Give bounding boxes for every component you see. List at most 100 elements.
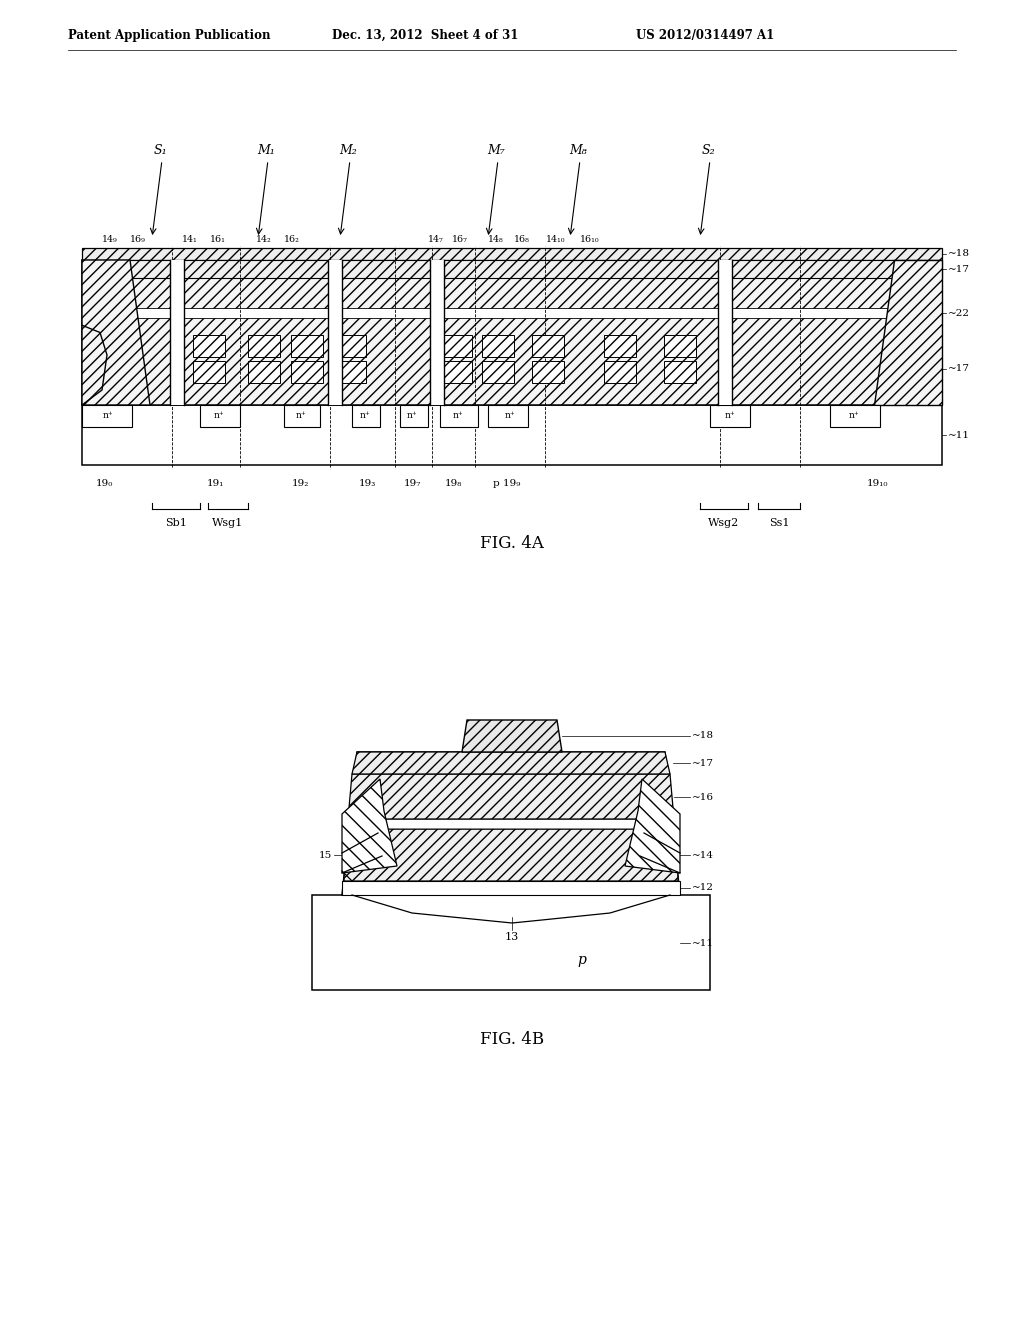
Text: 19₁: 19₁ [206, 479, 223, 487]
Text: n⁺: n⁺ [296, 412, 306, 421]
Text: Wsg1: Wsg1 [212, 517, 244, 528]
Text: ~17: ~17 [692, 759, 714, 767]
Text: 14₂: 14₂ [256, 235, 272, 244]
Bar [532, 360, 564, 383]
Polygon shape [874, 260, 942, 405]
Polygon shape [346, 818, 676, 829]
Polygon shape [342, 779, 397, 873]
Text: n⁺: n⁺ [102, 412, 114, 421]
Text: n⁺: n⁺ [359, 412, 371, 421]
Text: n⁺: n⁺ [849, 412, 859, 421]
Bar [284, 405, 319, 426]
Text: M₈: M₈ [569, 144, 587, 157]
Text: ~11: ~11 [692, 939, 714, 948]
Polygon shape [342, 752, 680, 895]
Text: ~18: ~18 [948, 249, 970, 259]
Bar [440, 335, 472, 356]
Text: p 19₉: p 19₉ [494, 479, 520, 487]
Text: 19₀: 19₀ [95, 479, 113, 487]
Bar [400, 405, 428, 426]
Text: M₁: M₁ [257, 144, 274, 157]
Text: M₇: M₇ [487, 144, 505, 157]
Polygon shape [625, 779, 680, 873]
Text: ~17: ~17 [948, 364, 970, 374]
Text: FIG. 4B: FIG. 4B [480, 1031, 544, 1048]
Bar [82, 405, 942, 465]
Bar [482, 335, 514, 356]
Text: n⁺: n⁺ [453, 412, 463, 421]
Text: 16₉: 16₉ [130, 235, 146, 244]
Text: 19₃: 19₃ [358, 479, 376, 487]
Bar [82, 260, 942, 279]
Bar [312, 895, 710, 990]
Bar [248, 335, 280, 356]
Polygon shape [344, 829, 678, 880]
Bar [440, 405, 478, 426]
Bar [82, 405, 132, 426]
Text: 16₂: 16₂ [284, 235, 300, 244]
Text: ~22: ~22 [948, 309, 970, 318]
Text: 14₁: 14₁ [182, 235, 198, 244]
Text: p: p [578, 953, 587, 968]
Text: FIG. 4A: FIG. 4A [480, 535, 544, 552]
Text: Wsg2: Wsg2 [709, 517, 739, 528]
Bar [334, 360, 366, 383]
Bar [200, 405, 240, 426]
Text: 14₁₀: 14₁₀ [546, 235, 565, 244]
Bar [718, 260, 732, 405]
Text: n⁺: n⁺ [725, 412, 735, 421]
Bar [604, 335, 636, 356]
Polygon shape [352, 752, 670, 774]
Text: S₁: S₁ [154, 144, 167, 157]
Text: 16₁₀: 16₁₀ [581, 235, 600, 244]
Text: ~17: ~17 [948, 264, 970, 273]
Bar [532, 335, 564, 356]
Text: 19₁₀: 19₁₀ [867, 479, 889, 487]
Polygon shape [82, 260, 150, 405]
Text: 14₇: 14₇ [428, 235, 443, 244]
Bar [482, 360, 514, 383]
Text: 15: 15 [318, 850, 332, 859]
Text: 13: 13 [505, 932, 519, 942]
Bar [82, 260, 942, 405]
Bar [334, 335, 366, 356]
Text: n⁺: n⁺ [214, 412, 224, 421]
Text: 14₈: 14₈ [488, 235, 504, 244]
Bar [710, 405, 750, 426]
Text: Dec. 13, 2012  Sheet 4 of 31: Dec. 13, 2012 Sheet 4 of 31 [332, 29, 518, 41]
Bar [248, 360, 280, 383]
Text: ~18: ~18 [692, 731, 714, 741]
Bar [328, 260, 342, 405]
Bar [193, 360, 225, 383]
Text: 16₇: 16₇ [452, 235, 468, 244]
Text: 19₇: 19₇ [403, 479, 421, 487]
Text: n⁺: n⁺ [505, 412, 515, 421]
Text: 14₉: 14₉ [102, 235, 118, 244]
Text: M₂: M₂ [339, 144, 357, 157]
Text: 19₂: 19₂ [291, 479, 308, 487]
Bar [664, 360, 696, 383]
Text: 16₈: 16₈ [514, 235, 530, 244]
Bar [291, 360, 323, 383]
Text: S₂: S₂ [701, 144, 715, 157]
Text: 19₈: 19₈ [444, 479, 462, 487]
Bar [82, 248, 942, 260]
Text: n⁺: n⁺ [407, 412, 418, 421]
Text: US 2012/0314497 A1: US 2012/0314497 A1 [636, 29, 774, 41]
Text: 16₁: 16₁ [210, 235, 226, 244]
Text: ~12: ~12 [692, 883, 714, 892]
Polygon shape [342, 880, 680, 895]
Text: Ss1: Ss1 [769, 517, 790, 528]
Text: Sb1: Sb1 [165, 517, 187, 528]
Bar [193, 335, 225, 356]
Bar [82, 308, 942, 318]
Bar [604, 360, 636, 383]
Bar [352, 405, 380, 426]
Bar [488, 405, 528, 426]
Bar [430, 260, 444, 405]
Text: ~14: ~14 [692, 850, 714, 859]
Bar [291, 335, 323, 356]
Text: ~16: ~16 [692, 792, 714, 801]
Text: Patent Application Publication: Patent Application Publication [68, 29, 270, 41]
Polygon shape [462, 719, 562, 752]
